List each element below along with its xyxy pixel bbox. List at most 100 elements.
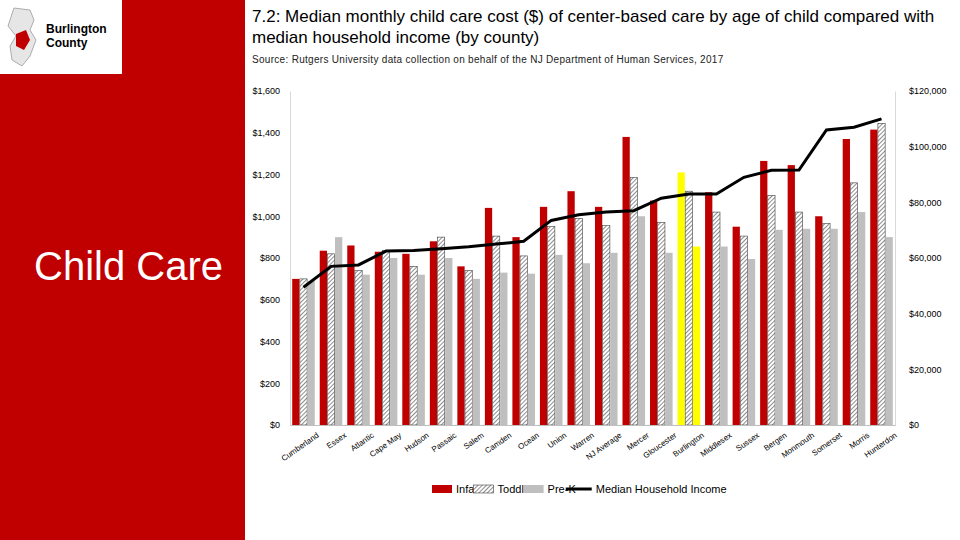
bar bbox=[760, 161, 767, 425]
badge-box bbox=[0, 0, 122, 74]
tick-label: $1,400 bbox=[252, 128, 280, 138]
tick-label: Union bbox=[546, 431, 568, 450]
bar bbox=[638, 216, 645, 425]
bar bbox=[575, 218, 582, 425]
bar bbox=[740, 236, 747, 425]
bar bbox=[665, 253, 672, 425]
bar bbox=[567, 191, 574, 425]
tick-label: $1,200 bbox=[252, 170, 280, 180]
x-axis: CumberlandEssexAtlanticCape MayHudsonPas… bbox=[280, 425, 899, 463]
bar bbox=[815, 216, 822, 425]
tick: Sussex bbox=[734, 425, 761, 453]
bar bbox=[685, 191, 692, 425]
tick-label: Essex bbox=[325, 431, 348, 451]
tick-label: NJ Average bbox=[584, 430, 623, 461]
bar bbox=[555, 255, 562, 425]
tick: $1,200 bbox=[252, 170, 290, 180]
tick-label: Middlesex bbox=[699, 431, 734, 459]
tick: $1,600 bbox=[252, 86, 290, 96]
bar bbox=[430, 241, 437, 425]
tick-label: Cape May bbox=[368, 431, 403, 459]
bar bbox=[473, 279, 480, 425]
tick-label: Camden bbox=[483, 431, 513, 456]
tick: Union bbox=[546, 425, 568, 450]
tick: $0 bbox=[895, 420, 919, 430]
legend-swatch bbox=[474, 485, 494, 493]
bar bbox=[583, 263, 590, 425]
tick: $1,400 bbox=[252, 128, 290, 138]
badge-label: Burlington County bbox=[46, 22, 120, 50]
bar bbox=[418, 275, 425, 425]
bar bbox=[768, 195, 775, 425]
tick: $200 bbox=[260, 379, 290, 389]
bar-series bbox=[292, 130, 877, 425]
tick-label: Cumberland bbox=[280, 431, 321, 463]
bar bbox=[748, 259, 755, 425]
bar bbox=[485, 208, 492, 425]
bar bbox=[658, 223, 665, 425]
tick: Monmouth bbox=[780, 425, 816, 460]
bar bbox=[830, 229, 837, 425]
bar bbox=[355, 271, 362, 425]
tick: NJ Average bbox=[584, 425, 623, 462]
bar bbox=[603, 226, 610, 425]
bar bbox=[795, 212, 802, 425]
y2-axis: $0$20,000$40,000$60,000$80,000$100,000$1… bbox=[895, 86, 947, 430]
tick: Somerset bbox=[810, 425, 844, 458]
tick-label: $60,000 bbox=[909, 253, 942, 263]
tick-label: $100,000 bbox=[909, 142, 947, 152]
legend-label: Median Household Income bbox=[596, 483, 727, 495]
bar bbox=[437, 237, 444, 425]
tick: $1,000 bbox=[252, 212, 290, 222]
tick-label: $0 bbox=[270, 420, 280, 430]
bar bbox=[457, 266, 464, 425]
bar bbox=[500, 273, 507, 425]
bar bbox=[382, 251, 389, 425]
tick: Salem bbox=[462, 425, 486, 451]
bar bbox=[870, 130, 877, 425]
tick-label: $20,000 bbox=[909, 365, 942, 375]
tick: $100,000 bbox=[895, 142, 947, 152]
tick-label: $1,600 bbox=[252, 86, 280, 96]
tick-label: Passaic bbox=[430, 431, 458, 454]
tick: Ocean bbox=[516, 425, 540, 452]
tick-label: $1,000 bbox=[252, 212, 280, 222]
tick: $400 bbox=[260, 337, 290, 347]
tick: $60,000 bbox=[895, 253, 942, 263]
bar bbox=[775, 230, 782, 425]
tick-label: Hudson bbox=[403, 431, 431, 454]
bar bbox=[713, 212, 720, 425]
tick-label: $80,000 bbox=[909, 198, 942, 208]
tick-label: $0 bbox=[909, 420, 919, 430]
bar bbox=[512, 237, 519, 425]
legend-item: Median Household Income bbox=[566, 483, 727, 495]
bar bbox=[650, 201, 657, 425]
bar bbox=[595, 207, 602, 425]
bar bbox=[375, 252, 382, 425]
tick-label: Ocean bbox=[516, 431, 540, 452]
bar bbox=[300, 279, 307, 425]
tick: Cumberland bbox=[280, 425, 321, 463]
bar bbox=[705, 192, 712, 425]
tick: Hudson bbox=[403, 425, 431, 454]
income-line bbox=[303, 119, 881, 287]
bar bbox=[402, 254, 409, 425]
tick: Passaic bbox=[430, 425, 458, 454]
tick: Morris bbox=[848, 425, 871, 451]
tick-label: Gloucester bbox=[642, 431, 679, 461]
axis-line bbox=[291, 425, 896, 426]
bar bbox=[886, 237, 893, 425]
legend-swatch bbox=[524, 485, 544, 493]
tick: $20,000 bbox=[895, 365, 942, 375]
tick-label: Sussex bbox=[734, 431, 761, 453]
map-icon bbox=[8, 8, 36, 66]
tick-label: Hunterdon bbox=[863, 431, 899, 460]
bar bbox=[445, 258, 452, 425]
bar bbox=[720, 247, 727, 425]
tick-label: $800 bbox=[260, 253, 280, 263]
bar bbox=[347, 245, 354, 425]
bar bbox=[803, 229, 810, 425]
bar bbox=[363, 275, 370, 425]
tick-label: Somerset bbox=[810, 430, 844, 457]
map-highlight bbox=[16, 30, 30, 50]
